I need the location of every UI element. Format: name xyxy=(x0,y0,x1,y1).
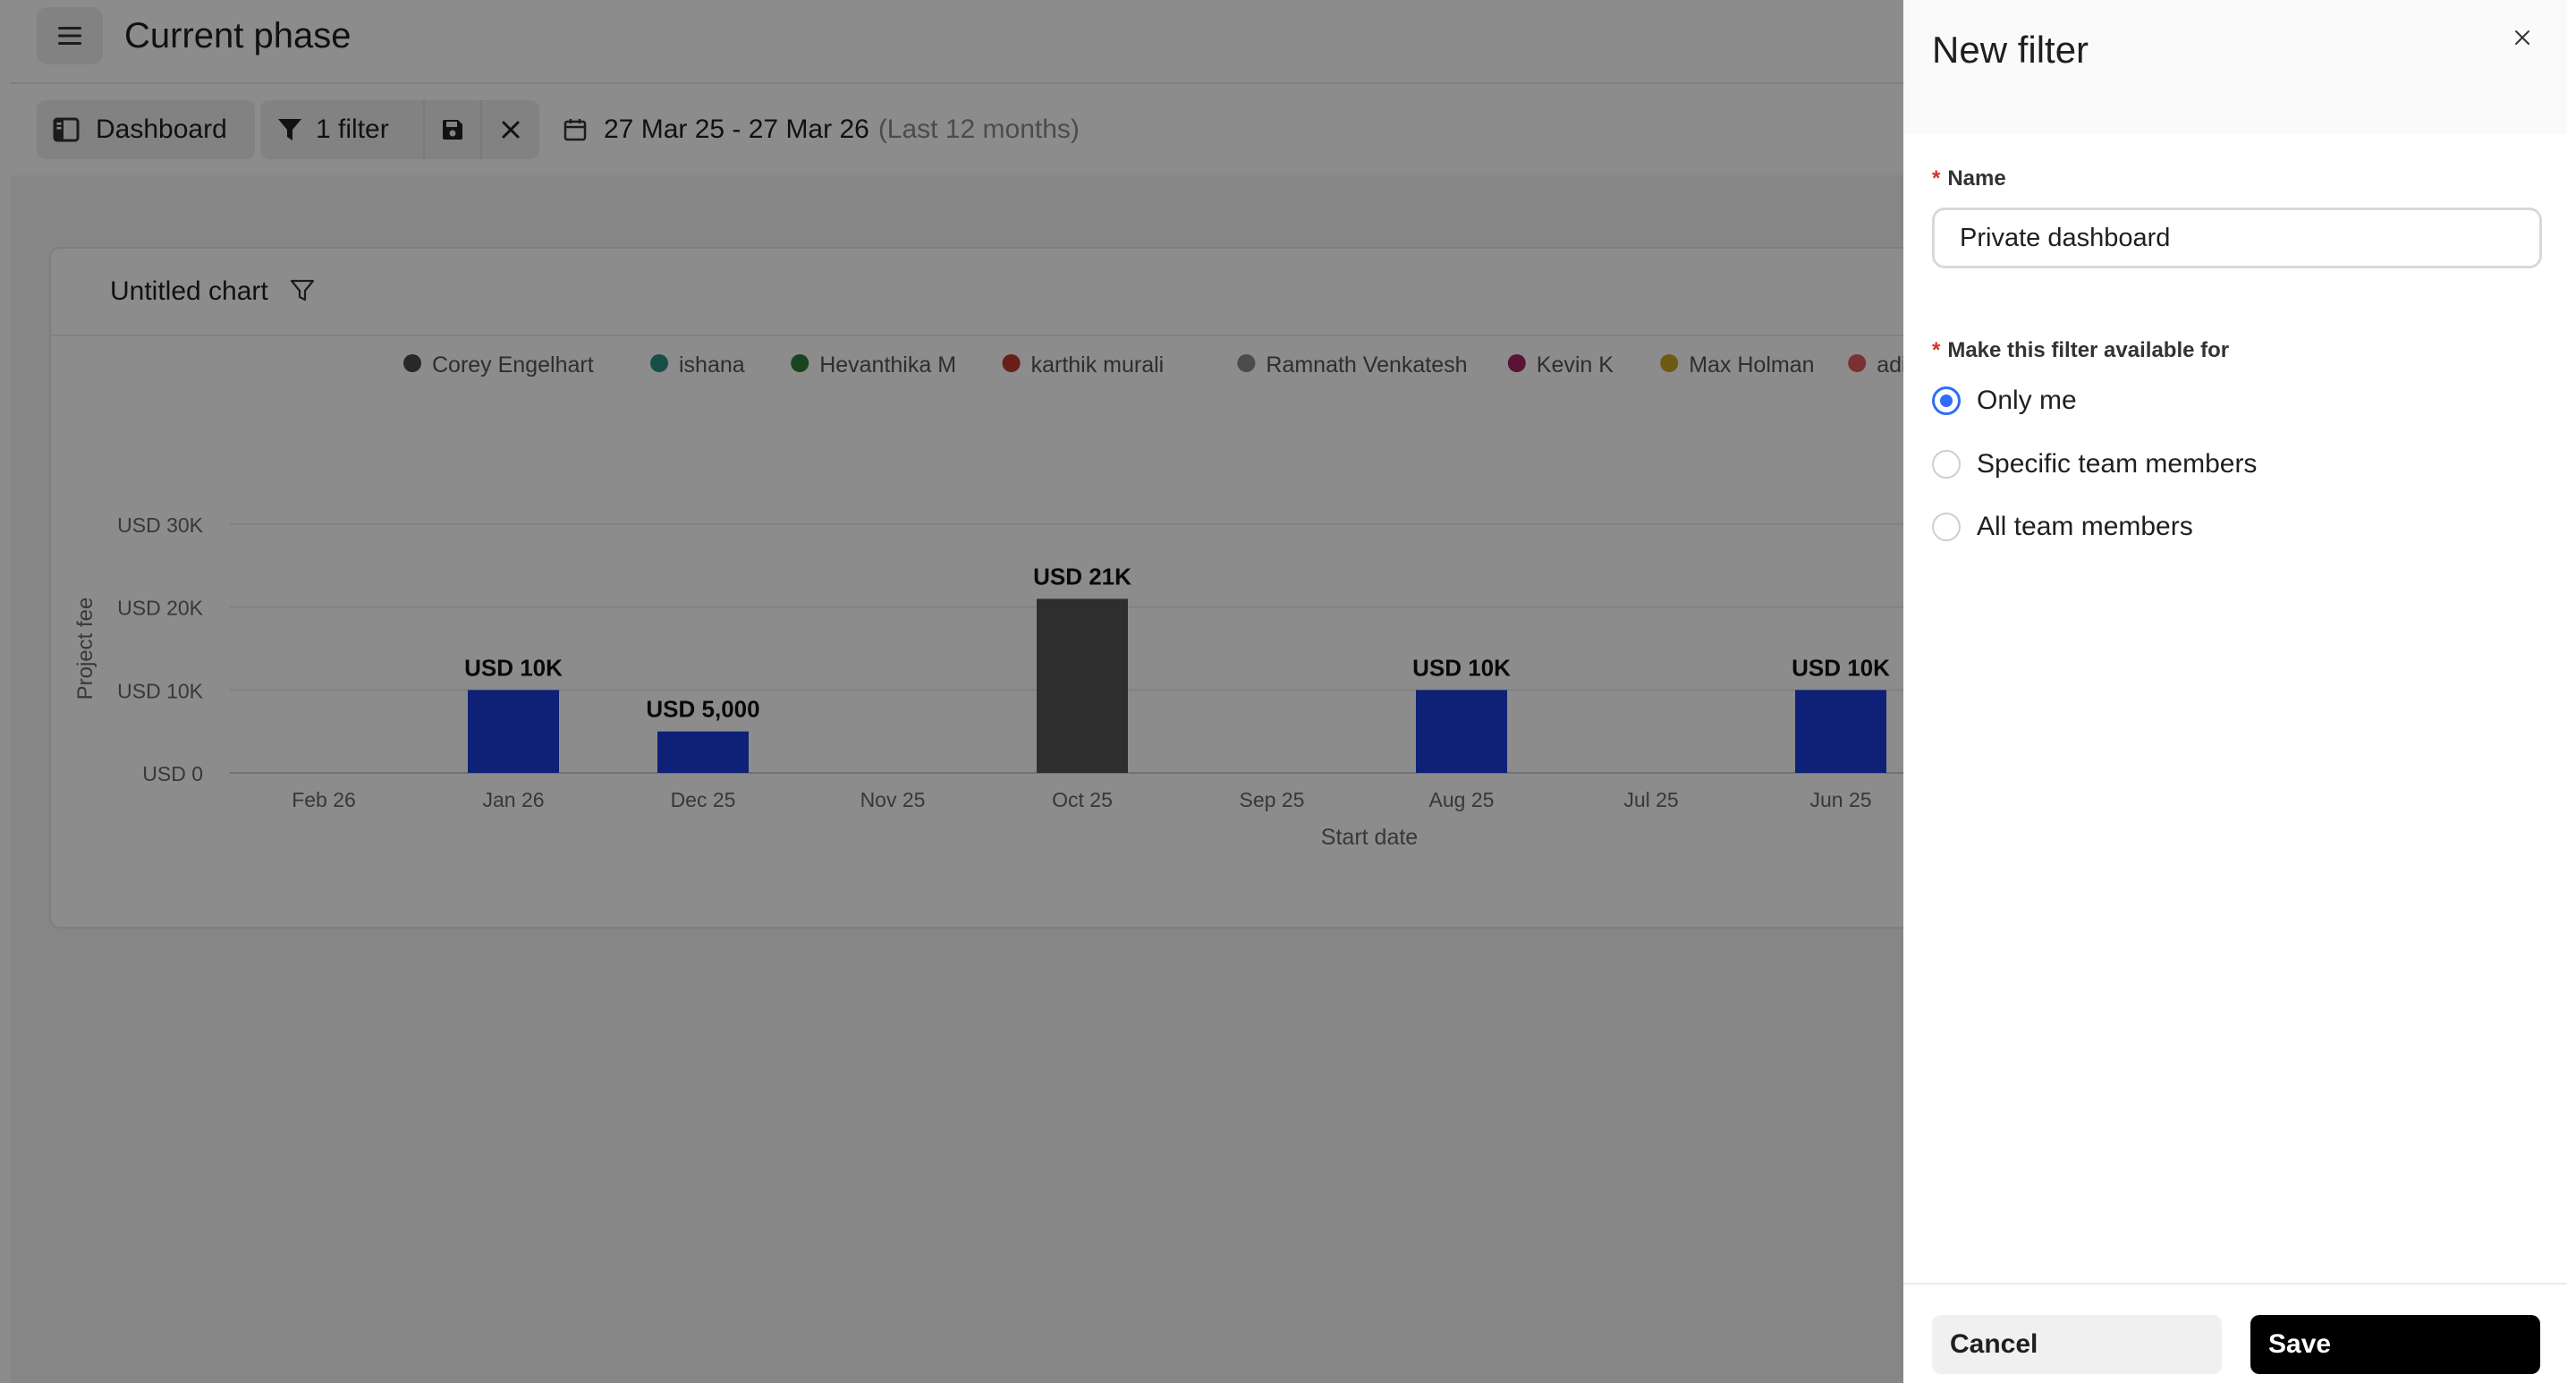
availability-label-text: Make this filter available for xyxy=(1947,338,2230,362)
x-tick-label: Aug 25 xyxy=(1429,788,1495,811)
chart-card: Untitled chart Corey Engelhart ishana Heva… xyxy=(49,247,1908,929)
bar-chart: Corey Engelhart ishana Hevanthika M karthik… xyxy=(73,352,1908,850)
background-app: Current phase Dashboard 1 filter xyxy=(10,0,1908,1383)
legend-marker xyxy=(1660,354,1679,372)
legend-label: Max Holman xyxy=(1689,352,1814,378)
x-tick-label: Jul 25 xyxy=(1623,788,1678,811)
filter-label: 1 filter xyxy=(316,115,389,144)
legend-marker xyxy=(1507,354,1526,372)
radio-option-only-me[interactable]: Only me xyxy=(1932,378,2077,423)
funnel-icon xyxy=(278,119,301,140)
clear-filter-button[interactable] xyxy=(480,100,539,159)
radio-label: Specific team members xyxy=(1977,449,2258,479)
date-range-text: 27 Mar 25 - 27 Mar 26 xyxy=(604,115,869,144)
radio-button[interactable] xyxy=(1932,450,1961,479)
y-tick-label: USD 20K xyxy=(117,597,204,620)
y-tick-label: USD 0 xyxy=(142,762,203,785)
filter-button[interactable]: 1 filter xyxy=(260,100,423,159)
radio-label: All team members xyxy=(1977,512,2193,541)
save-button[interactable]: Save xyxy=(2250,1315,2540,1374)
x-tick-label: Feb 26 xyxy=(292,788,356,811)
chart-title: Untitled chart xyxy=(110,276,268,306)
floppy-disk-icon xyxy=(443,120,462,140)
calendar-icon xyxy=(564,119,587,141)
bar xyxy=(657,731,749,773)
close-icon xyxy=(502,121,520,139)
availability-field-label: * Make this filter available for xyxy=(1932,338,2229,363)
x-tick-label: Jan 26 xyxy=(482,788,544,811)
x-tick-label: Nov 25 xyxy=(860,788,926,811)
page-title: Current phase xyxy=(124,16,352,55)
drawer-header: New filter xyxy=(1903,0,2567,134)
menu-button[interactable] xyxy=(37,7,103,64)
dashboard-button[interactable]: Dashboard xyxy=(37,100,255,159)
bar xyxy=(1795,690,1886,773)
required-asterisk: * xyxy=(1932,166,1941,191)
radio-button[interactable] xyxy=(1932,513,1961,541)
legend-label: Corey Engelhart xyxy=(432,352,594,378)
radio-label: Only me xyxy=(1977,386,2077,415)
legend-label: ishana xyxy=(679,352,745,378)
dashboard-content: Untitled chart Corey Engelhart ishana Heva… xyxy=(10,175,1908,1383)
close-drawer-button[interactable] xyxy=(2503,18,2542,57)
legend-marker xyxy=(1848,354,1867,372)
legend-marker xyxy=(403,354,421,372)
bar xyxy=(1037,598,1128,773)
drawer-footer: Cancel Save xyxy=(1903,1283,2567,1383)
legend-label: karthik murali xyxy=(1031,352,1165,378)
modal-overlay[interactable] xyxy=(0,0,1908,1383)
hamburger-icon xyxy=(58,27,81,45)
y-tick-label: USD 30K xyxy=(117,513,204,537)
drawer-title: New filter xyxy=(1932,29,2089,71)
sidebar-layout-icon xyxy=(53,117,80,142)
chart-header: Untitled chart xyxy=(51,249,1908,336)
x-tick-label: Sep 25 xyxy=(1240,788,1305,811)
name-field-label: * Name xyxy=(1932,166,2006,191)
x-tick-label: Dec 25 xyxy=(671,788,736,811)
toolbar: Dashboard 1 filter xyxy=(10,84,1908,175)
top-bar: Current phase xyxy=(10,0,1908,84)
radio-button-checked[interactable] xyxy=(1932,386,1961,415)
date-range-selector[interactable]: 27 Mar 25 - 27 Mar 26 (Last 12 months) xyxy=(563,100,1080,159)
legend-label: Ramnath Venkatesh xyxy=(1266,352,1467,378)
filter-name-input[interactable] xyxy=(1932,208,2542,268)
y-tick-label: USD 10K xyxy=(117,679,204,702)
date-range-subtext: (Last 12 months) xyxy=(877,115,1080,144)
legend-marker xyxy=(650,354,668,372)
close-icon xyxy=(2515,30,2529,45)
chart-filter-icon[interactable] xyxy=(289,277,316,304)
filter-group: 1 filter xyxy=(260,100,539,159)
bar xyxy=(468,690,559,773)
bar-data-label: USD 5,000 xyxy=(646,696,759,723)
dashboard-label: Dashboard xyxy=(96,115,227,144)
bar-data-label: USD 10K xyxy=(1412,654,1511,681)
required-asterisk: * xyxy=(1932,338,1941,362)
x-tick-label: Jun 25 xyxy=(1809,788,1871,811)
bar-data-label: USD 10K xyxy=(1792,654,1890,681)
y-axis-label: Project fee xyxy=(73,598,97,700)
bar-data-label: USD 21K xyxy=(1033,563,1131,590)
legend-label: Hevanthika M xyxy=(819,352,956,378)
radio-option-all-team-members[interactable]: All team members xyxy=(1932,505,2193,549)
bar-data-label: USD 10K xyxy=(464,654,563,681)
legend-label: Kevin K xyxy=(1537,352,1614,378)
name-label-text: Name xyxy=(1947,166,2006,191)
x-axis-label: Start date xyxy=(1321,825,1418,850)
legend-marker xyxy=(1002,354,1021,372)
radio-option-specific-team-members[interactable]: Specific team members xyxy=(1932,442,2257,487)
cancel-button[interactable]: Cancel xyxy=(1932,1315,2222,1374)
bar xyxy=(1416,690,1507,773)
legend-marker xyxy=(1237,354,1256,372)
x-tick-label: Oct 25 xyxy=(1052,788,1113,811)
new-filter-drawer: New filter *Name *Make this filter avail… xyxy=(1903,0,2567,1383)
legend-marker xyxy=(791,354,809,372)
legend-label: aditya Nagar xyxy=(1877,352,1908,378)
save-filter-button[interactable] xyxy=(423,100,480,159)
